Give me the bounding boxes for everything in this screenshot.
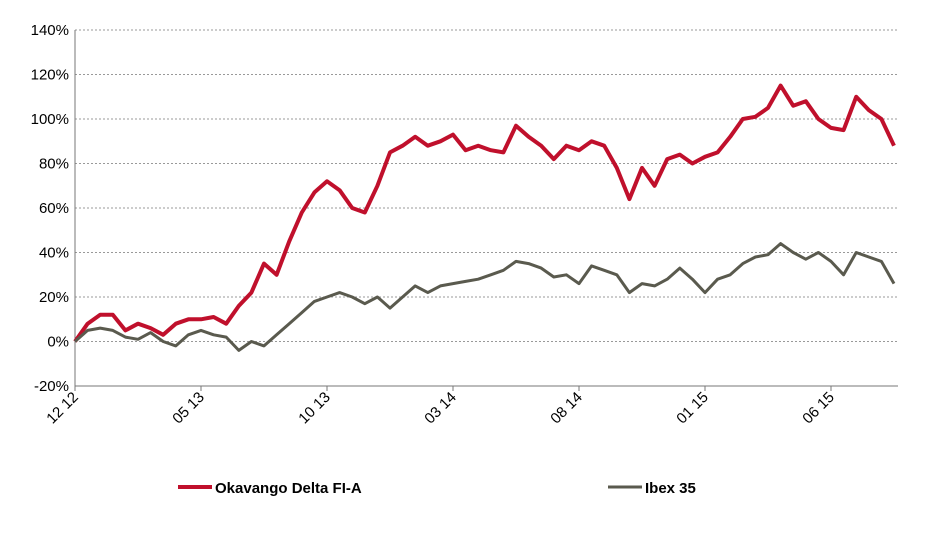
y-tick-label: -20%: [34, 378, 69, 395]
x-tick-label: 05 13: [169, 389, 208, 428]
legend-label: Ibex 35: [645, 480, 696, 497]
series-line: [74, 242, 896, 352]
x-tick-label: 03 14: [421, 389, 460, 428]
y-tick-label: 140%: [31, 22, 69, 39]
legend-label: Okavango Delta FI-A: [215, 480, 362, 497]
x-tick-label: 10 13: [295, 389, 334, 428]
x-tick-label: 06 15: [799, 389, 838, 428]
y-tick-label: 20%: [39, 289, 69, 306]
y-tick-label: 40%: [39, 245, 69, 262]
y-tick-label: 0%: [47, 334, 69, 351]
y-tick-label: 100%: [31, 111, 69, 128]
x-tick-label: 01 15: [673, 389, 712, 428]
x-tick-label: 08 14: [547, 389, 586, 428]
y-tick-label: 120%: [31, 67, 69, 84]
y-tick-label: 80%: [39, 156, 69, 173]
series-line: [73, 83, 896, 343]
y-tick-label: 60%: [39, 200, 69, 217]
